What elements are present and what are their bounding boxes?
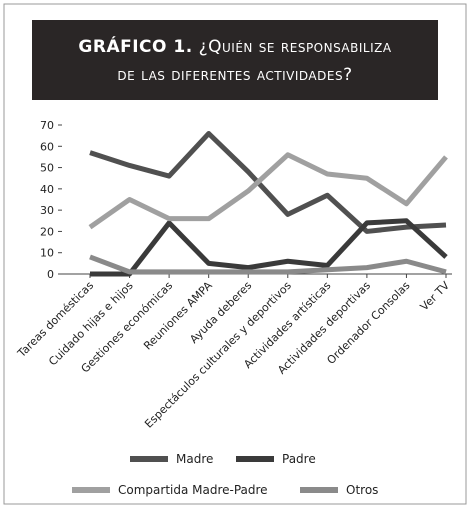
y-tick-label: 50 (40, 162, 54, 175)
header (32, 20, 438, 100)
x-tick-label: Espectáculos culturales y deportivos (142, 279, 294, 431)
series-line (89, 254, 447, 275)
y-tick-label: 10 (40, 247, 54, 260)
series-line (88, 152, 448, 230)
y-tick-label: 0 (47, 268, 54, 281)
y-tick-label: 70 (40, 119, 54, 132)
series-line (89, 131, 447, 234)
y-tick-label: 40 (40, 183, 54, 196)
subtitle-line: de las diferentes actividades? (117, 65, 352, 85)
x-tick-label: Tareas domésticas (14, 279, 96, 361)
legend-label: Otros (346, 483, 378, 497)
legend-label: Madre (176, 452, 213, 466)
y-tick-label: 20 (40, 225, 54, 238)
frame (3, 3, 467, 505)
legend-label: Compartida Madre-Padre (118, 483, 268, 497)
chart-title: GRÁFICO 1. ¿Quién se responsabiliza (78, 35, 391, 57)
y-tick-label: 30 (40, 204, 54, 217)
legend-label: Padre (282, 452, 316, 466)
series-line (90, 218, 448, 277)
x-tick-label: Ver TV (418, 279, 453, 314)
subtitle: ¿Quién se responsabiliza (199, 37, 392, 57)
y-tick-label: 60 (40, 140, 54, 153)
x-tick-label: Reuniones AMPA (141, 279, 215, 353)
title-lead: GRÁFICO 1. (78, 35, 192, 57)
